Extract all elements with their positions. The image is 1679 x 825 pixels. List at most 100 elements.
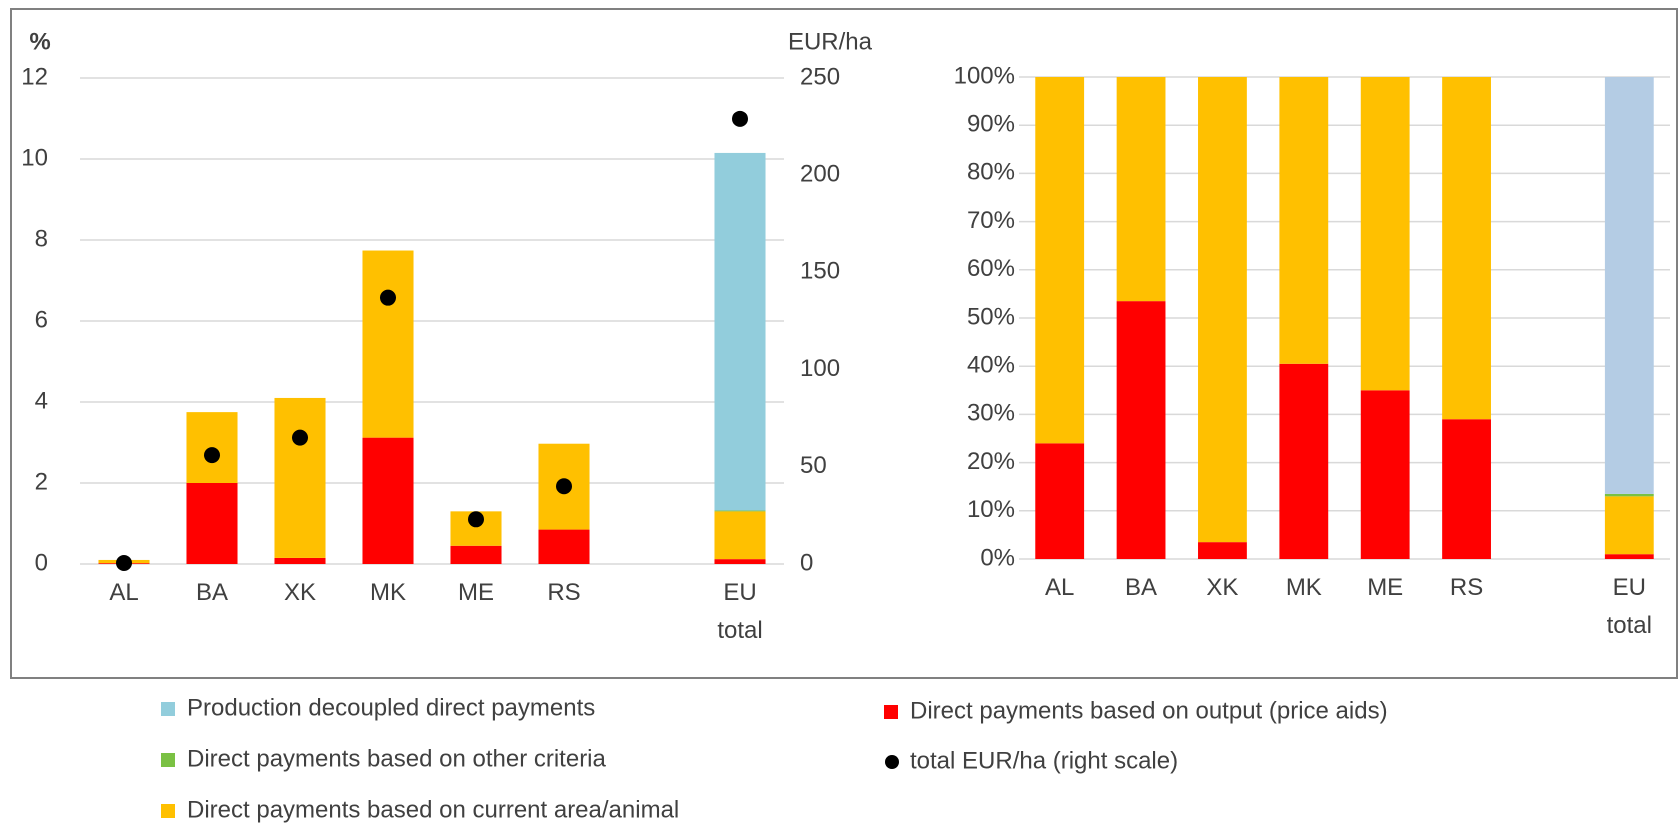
x-tick-label-box: ME <box>1367 574 1404 601</box>
y2-tick-label: 200 <box>800 161 840 188</box>
x-tick-label-box: XK <box>283 579 316 606</box>
x-tick-label: ME <box>458 579 494 606</box>
legend-label: Direct payments based on output (price a… <box>910 697 1388 724</box>
bar-segment <box>714 152 766 511</box>
y-tick-label: 50% <box>967 303 1015 330</box>
legend-label: total EUR/ha (right scale) <box>910 747 1178 774</box>
legend-swatch <box>161 804 175 818</box>
legend-marker <box>885 755 899 769</box>
bar-segment <box>1360 77 1410 391</box>
x-tick-label-box: AL <box>1045 574 1075 601</box>
bar-segment <box>1035 443 1085 559</box>
y-tick-label: 30% <box>967 400 1015 427</box>
y-tick-label: 20% <box>967 448 1015 475</box>
y-tick-label: 10% <box>967 496 1015 523</box>
bar-segment <box>274 397 326 558</box>
x-tick-label: XK <box>283 579 316 606</box>
x-tick-label: RS <box>547 579 581 606</box>
y-axis-label: % <box>29 28 50 55</box>
y-tick-label: 4 <box>35 387 48 414</box>
dot <box>732 110 748 127</box>
bar-segment <box>1360 390 1410 559</box>
legend-label: Direct payments based on other criteria <box>187 745 607 772</box>
y-tick-label: 0 <box>35 549 48 576</box>
y-tick-label: 0% <box>980 544 1015 571</box>
y-tick-label: 2 <box>35 468 48 495</box>
dot <box>556 478 572 495</box>
y-tick-label: 90% <box>967 111 1015 138</box>
legend-swatch <box>884 705 898 719</box>
bar-segment <box>1279 77 1329 364</box>
dot <box>116 555 132 572</box>
y-tick-label: 12 <box>21 63 48 90</box>
bar-segment <box>714 559 766 564</box>
x-tick-label: AL <box>1045 574 1075 601</box>
frame <box>10 8 1678 679</box>
bar-segment <box>1035 77 1085 444</box>
x-tick-label-box: XK <box>1206 574 1239 601</box>
bar-segment <box>274 557 326 564</box>
bar-segment <box>362 250 414 438</box>
x-tick-label-box: EU total <box>717 579 763 644</box>
dot <box>468 511 484 528</box>
dot <box>292 429 308 446</box>
y-tick-label: 70% <box>967 207 1015 234</box>
bar-segment <box>186 483 238 564</box>
bar-segment <box>1604 77 1654 494</box>
y-tick-label: 6 <box>35 306 48 333</box>
x-tick-label: EU total <box>717 579 763 644</box>
bar-segment <box>1442 419 1491 559</box>
legend-swatch <box>161 753 175 767</box>
x-tick-label-box: AL <box>109 579 139 606</box>
dot <box>204 447 220 464</box>
y-tick-label: 8 <box>35 225 48 252</box>
legend-swatch <box>161 702 175 716</box>
x-tick-label: EU total <box>1606 574 1652 639</box>
bar-segment <box>538 529 590 564</box>
x-tick-label: XK <box>1206 574 1239 601</box>
y2-tick-label: 50 <box>800 452 827 479</box>
y-tick-label: 80% <box>967 159 1015 186</box>
x-tick-label: MK <box>370 579 406 606</box>
x-tick-label: BA <box>195 579 228 606</box>
x-tick-label-box: RS <box>1449 574 1484 601</box>
bar-segment <box>1604 493 1654 497</box>
bar-segment <box>1442 77 1491 420</box>
bar-segment <box>1198 542 1247 559</box>
bar-segment <box>450 545 502 564</box>
dot <box>380 289 396 306</box>
x-tick-label-box: BA <box>1125 574 1158 601</box>
x-tick-label-box: ME <box>458 579 494 606</box>
legend-label: Direct payments based on current area/an… <box>187 796 679 823</box>
bar-segment <box>714 511 766 560</box>
bar-segment <box>1604 554 1654 559</box>
x-tick-label-box: MK <box>370 579 406 606</box>
y-tick-label: 100% <box>954 62 1015 89</box>
y-tick-label: 10 <box>21 144 48 171</box>
y2-tick-label: 0 <box>800 549 813 576</box>
legend-label: Production decoupled direct payments <box>187 694 595 721</box>
bar-segment <box>1116 77 1166 302</box>
bar-segment <box>1604 496 1654 555</box>
bar-segment <box>1116 301 1166 559</box>
y-tick-label: 40% <box>967 352 1015 379</box>
y2-tick-label: 100 <box>800 355 840 382</box>
bar-segment <box>1279 363 1329 559</box>
x-tick-label: RS <box>1449 574 1484 601</box>
x-tick-label: AL <box>109 579 139 606</box>
x-tick-label-box: EU total <box>1606 574 1652 639</box>
y-tick-label: 60% <box>967 255 1015 282</box>
x-tick-label-box: RS <box>547 579 581 606</box>
bar-segment <box>714 510 766 512</box>
y2-tick-label: 250 <box>800 63 840 90</box>
y2-tick-label: 150 <box>800 258 840 285</box>
x-tick-label-box: MK <box>1285 574 1322 601</box>
x-tick-label: MK <box>1285 574 1322 601</box>
x-tick-label-box: BA <box>195 579 228 606</box>
y2-axis-label: EUR/ha <box>788 28 873 55</box>
x-tick-label: ME <box>1367 574 1404 601</box>
bar-segment <box>1198 77 1247 543</box>
x-tick-label: BA <box>1125 574 1158 601</box>
